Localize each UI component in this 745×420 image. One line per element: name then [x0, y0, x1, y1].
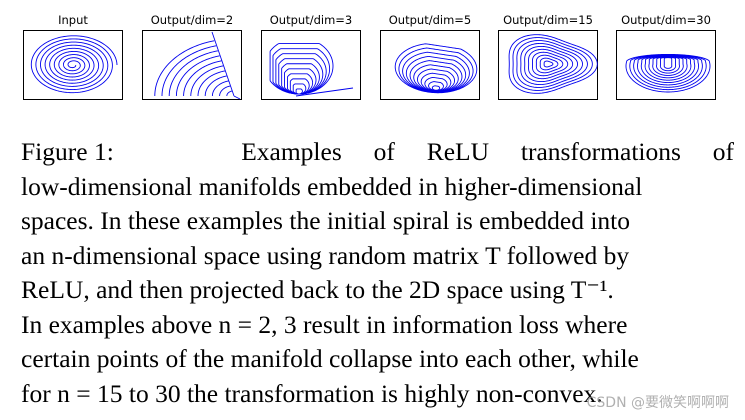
caption-line: In examples above n = 2, 3 result in inf…: [21, 309, 628, 339]
panel-input: Input: [23, 0, 123, 102]
panel-title: Output/dim=15: [503, 13, 593, 27]
spiral-curve: [535, 54, 564, 74]
spiral-plot: [261, 30, 361, 100]
spiral-curve: [211, 80, 229, 97]
figure-caption: Figure 1: Examples of ReLU transformatio…: [21, 135, 734, 411]
spiral-curve: [226, 90, 233, 96]
spiral-curve: [154, 40, 215, 97]
spiral-plot: [498, 30, 598, 100]
spiral-curve: [648, 55, 688, 79]
spiral-curve: [161, 45, 217, 97]
caption-line: low-dimensional manifolds embedded in hi…: [21, 171, 643, 201]
panel-title: Output/dim=5: [388, 13, 472, 27]
caption-line: certain points of the manifold collapse …: [21, 344, 639, 373]
spiral-curve: [219, 85, 231, 96]
figure-panels: Input Output/dim=2 Output/dim=3 Output/d…: [0, 0, 745, 110]
panel-dim-15: Output/dim=15: [498, 0, 598, 102]
panel-dim-30: Output/dim=30: [616, 0, 716, 102]
spiral-curve: [295, 87, 354, 97]
spiral-curve: [524, 45, 579, 83]
spiral-plot: [380, 30, 480, 100]
spiral-curve: [663, 57, 673, 69]
spiral-curve: [625, 53, 711, 93]
spiral-curve: [512, 37, 593, 91]
panel-title: Input: [58, 13, 88, 27]
figure-label: Figure 1:: [21, 137, 114, 166]
panel-title: Output/dim=30: [621, 13, 711, 27]
spiral-curve: [168, 50, 218, 97]
spiral-curve: [629, 54, 707, 91]
spiral-curve: [394, 43, 478, 94]
caption-line: for n = 15 to 30 the transformation is h…: [21, 378, 603, 408]
spiral-curve: [269, 43, 334, 95]
spiral-plot: [142, 30, 242, 100]
watermark: CSDN @要微笑啊啊啊: [586, 395, 729, 411]
spiral-curve: [233, 95, 241, 100]
spiral-curve: [516, 40, 588, 88]
spiral-curve: [539, 57, 559, 71]
spiral-plot: [616, 30, 716, 100]
panel-dim-5: Output/dim=5: [380, 0, 480, 102]
caption-line: spaces. In these examples the initial sp…: [21, 206, 630, 235]
caption-line: Figure 1: Examples of ReLU transformatio…: [21, 135, 734, 170]
panel-title: Output/dim=3: [269, 13, 353, 27]
spiral-curve: [652, 56, 684, 76]
spiral-curve: [197, 70, 226, 97]
spiral-curve: [190, 65, 224, 97]
spiral-curve: [204, 75, 227, 97]
spiral-curve: [183, 60, 222, 97]
spiral-curve: [508, 34, 598, 94]
panel-title: Output/dim=2: [150, 13, 234, 27]
caption-line: ReLU, and then projected back to the 2D …: [21, 275, 614, 304]
spiral-curve: [528, 48, 574, 80]
spiral-curve: [30, 35, 118, 94]
spiral-curve: [543, 60, 554, 68]
spiral-curve: [424, 76, 448, 92]
spiral-curve: [531, 51, 569, 77]
spiral-curve: [520, 43, 583, 85]
spiral-curve: [431, 85, 441, 91]
spiral-plot: [23, 30, 123, 100]
caption-line: an n-dimensional space using random matr…: [21, 240, 630, 270]
spiral-curve: [175, 55, 220, 97]
panel-dim-2: Output/dim=2: [142, 0, 242, 102]
panel-dim-3: Output/dim=3: [261, 0, 361, 102]
spiral-curve: [211, 31, 235, 97]
spiral-curve: [417, 68, 455, 92]
caption-text: Examples of ReLU transformations of: [241, 137, 735, 166]
